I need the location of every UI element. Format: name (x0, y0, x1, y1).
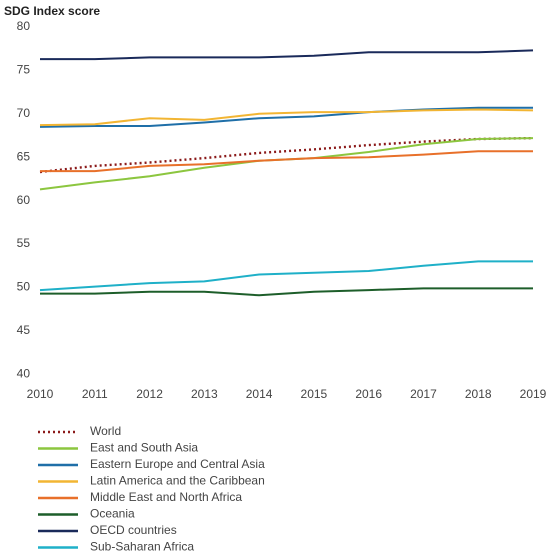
x-tick-label: 2015 (301, 387, 328, 401)
y-tick-label: 75 (17, 63, 31, 77)
series-line (39, 137, 534, 191)
legend-label: Oceania (90, 507, 135, 521)
series-line (40, 150, 533, 173)
legend-label: Latin America and the Caribbean (90, 474, 265, 488)
legend-label: OECD countries (90, 523, 177, 537)
y-tick-label: 65 (17, 149, 31, 163)
series-line (40, 287, 533, 297)
x-tick-label: 2019 (520, 387, 546, 401)
y-tick-label: 60 (17, 193, 31, 207)
y-tick-label: 80 (17, 19, 31, 33)
legend-label: World (90, 424, 121, 438)
y-tick-label: 70 (17, 106, 31, 120)
x-tick-label: 2011 (82, 387, 108, 401)
x-tick-label: 2014 (246, 387, 273, 401)
x-tick-label: 2012 (136, 387, 163, 401)
x-tick-label: 2016 (355, 387, 382, 401)
legend-label: Sub-Saharan Africa (90, 540, 194, 554)
series-line (40, 49, 534, 61)
series-line (39, 108, 534, 127)
x-tick-label: 2017 (410, 387, 437, 401)
chart-title: SDG Index score (4, 4, 100, 18)
y-tick-label: 45 (17, 323, 31, 337)
series-line (39, 136, 534, 174)
y-tick-label: 55 (17, 236, 31, 250)
y-tick-label: 50 (17, 280, 31, 294)
x-tick-label: 2013 (191, 387, 218, 401)
y-tick-label: 40 (17, 366, 31, 380)
legend-label: Eastern Europe and Central Asia (90, 457, 265, 471)
series-line (39, 106, 533, 128)
x-tick-label: 2010 (27, 387, 54, 401)
series-line (39, 260, 533, 292)
legend-label: East and South Asia (90, 441, 198, 455)
x-tick-label: 2018 (465, 387, 492, 401)
legend-label: Middle East and North Africa (90, 490, 242, 504)
